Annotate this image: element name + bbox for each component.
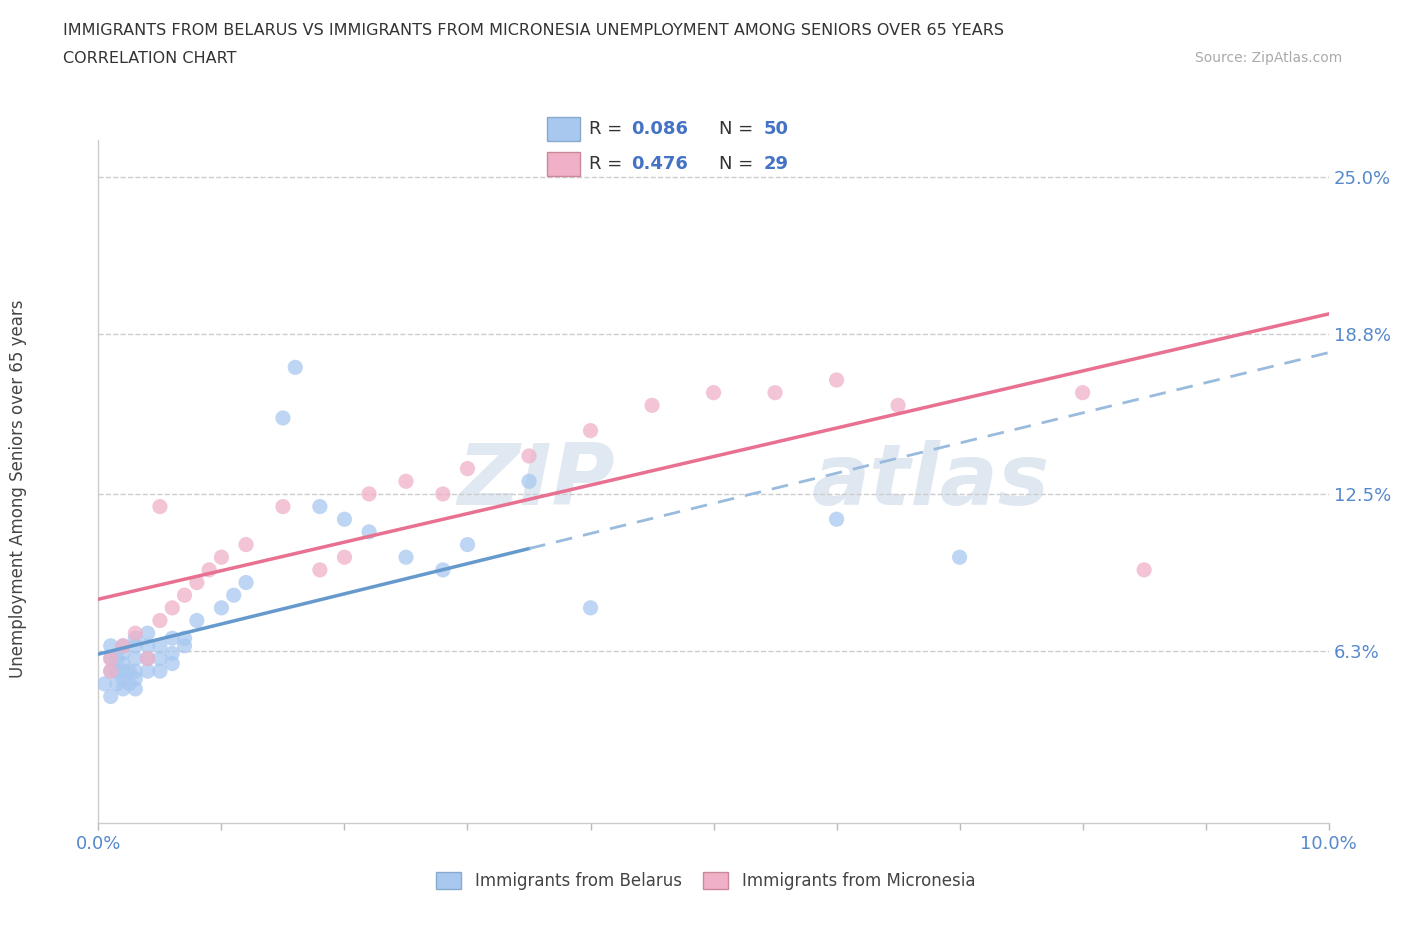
Point: [173, 638, 195, 653]
Point: [162, 601, 183, 616]
Point: [136, 638, 159, 653]
Point: [100, 651, 122, 666]
FancyBboxPatch shape: [547, 117, 579, 141]
Point: [1133, 563, 1156, 578]
Text: R =: R =: [589, 120, 628, 138]
Text: N =: N =: [718, 155, 759, 173]
Point: [579, 601, 602, 616]
Point: [357, 525, 380, 539]
Point: [136, 651, 159, 666]
Point: [271, 410, 294, 425]
Point: [100, 664, 122, 679]
Point: [186, 575, 208, 590]
Text: N =: N =: [718, 120, 759, 138]
Point: [395, 474, 418, 489]
Point: [162, 646, 183, 661]
Point: [162, 657, 183, 671]
Point: [149, 613, 172, 628]
Point: [105, 664, 128, 679]
Point: [432, 563, 454, 578]
Point: [100, 664, 122, 679]
Point: [124, 671, 146, 686]
Point: [211, 601, 233, 616]
Point: [579, 423, 602, 438]
Point: [763, 385, 786, 400]
Point: [162, 631, 183, 645]
Point: [124, 626, 146, 641]
Text: 29: 29: [763, 155, 789, 173]
Point: [112, 638, 135, 653]
Point: [136, 626, 159, 641]
Point: [284, 360, 307, 375]
Point: [1071, 385, 1094, 400]
Point: [112, 657, 135, 671]
Point: [456, 461, 478, 476]
Text: CORRELATION CHART: CORRELATION CHART: [63, 51, 236, 66]
Point: [309, 563, 332, 578]
Point: [271, 499, 294, 514]
Point: [517, 448, 540, 463]
Point: [456, 538, 478, 552]
Point: [112, 638, 135, 653]
Point: [887, 398, 910, 413]
Point: [124, 638, 146, 653]
Point: [100, 689, 122, 704]
Point: [333, 550, 356, 565]
Point: [118, 676, 141, 691]
Point: [136, 651, 159, 666]
Point: [124, 631, 146, 645]
Text: R =: R =: [589, 155, 628, 173]
Text: 50: 50: [763, 120, 789, 138]
Point: [186, 613, 208, 628]
Point: [357, 486, 380, 501]
Point: [825, 512, 848, 526]
Text: ZIP: ZIP: [457, 440, 616, 523]
Text: Unemployment Among Seniors over 65 years: Unemployment Among Seniors over 65 years: [10, 299, 27, 677]
Text: 0.476: 0.476: [631, 155, 688, 173]
Text: atlas: atlas: [813, 440, 1050, 523]
Point: [432, 486, 454, 501]
Point: [198, 563, 221, 578]
FancyBboxPatch shape: [547, 152, 579, 176]
Point: [93, 676, 115, 691]
Point: [112, 664, 135, 679]
Point: [149, 499, 172, 514]
Point: [105, 651, 128, 666]
Bar: [436, 872, 461, 889]
Point: [222, 588, 245, 603]
Point: [112, 671, 135, 686]
Point: [173, 631, 195, 645]
Point: [517, 474, 540, 489]
Point: [112, 646, 135, 661]
Point: [118, 664, 141, 679]
Point: [703, 385, 725, 400]
Point: [949, 550, 972, 565]
Point: [309, 499, 332, 514]
Text: 0.086: 0.086: [631, 120, 689, 138]
Point: [149, 651, 172, 666]
Point: [211, 550, 233, 565]
Point: [136, 664, 159, 679]
Point: [825, 373, 848, 388]
Point: [173, 588, 195, 603]
Point: [124, 664, 146, 679]
Point: [333, 512, 356, 526]
Point: [112, 682, 135, 697]
Point: [124, 651, 146, 666]
Point: [235, 538, 257, 552]
Text: Immigrants from Micronesia: Immigrants from Micronesia: [742, 871, 976, 890]
Text: Immigrants from Belarus: Immigrants from Belarus: [475, 871, 682, 890]
Text: Source: ZipAtlas.com: Source: ZipAtlas.com: [1195, 51, 1343, 65]
Point: [124, 682, 146, 697]
Point: [395, 550, 418, 565]
Bar: [703, 872, 728, 889]
Text: IMMIGRANTS FROM BELARUS VS IMMIGRANTS FROM MICRONESIA UNEMPLOYMENT AMONG SENIORS: IMMIGRANTS FROM BELARUS VS IMMIGRANTS FR…: [63, 23, 1004, 38]
Point: [100, 651, 122, 666]
Point: [235, 575, 257, 590]
Point: [149, 664, 172, 679]
Point: [105, 676, 128, 691]
Point: [641, 398, 664, 413]
Point: [149, 638, 172, 653]
Point: [100, 638, 122, 653]
